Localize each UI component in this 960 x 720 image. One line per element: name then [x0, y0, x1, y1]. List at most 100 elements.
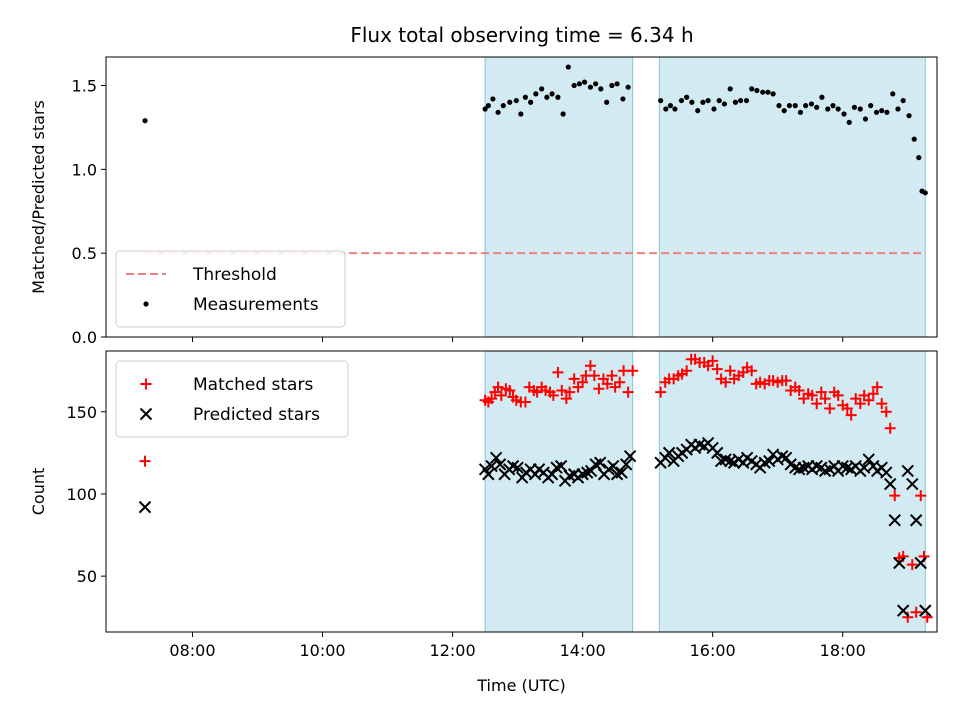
measurements-point	[518, 111, 524, 117]
measurements-point	[587, 84, 594, 90]
matched-stars-point	[906, 559, 918, 571]
measurements-point	[922, 190, 928, 196]
ratio-shaded-intervals	[484, 56, 926, 338]
x-tick-label: 12:00	[430, 641, 476, 660]
matched-stars-point	[552, 366, 564, 378]
legend-label-predicted-stars: Predicted stars	[193, 405, 320, 425]
ratio-panel: 0.0 0.5 1.0 1.5 Matched/Predicted stars Thr…	[29, 56, 938, 347]
measurements-point	[830, 103, 836, 109]
predicted-stars-point	[623, 449, 637, 463]
matched-stars-point	[811, 398, 823, 410]
predicted-stars-point	[901, 464, 914, 478]
matched-stars-point	[824, 403, 836, 415]
predicted-stars-point	[896, 604, 910, 617]
measurements-point	[528, 99, 534, 105]
measurements-point	[544, 94, 550, 100]
measurements-point	[560, 111, 566, 117]
measurements-point	[555, 94, 561, 100]
shaded-interval-0	[484, 350, 634, 633]
count-marks	[138, 353, 933, 623]
ratio-axes-frame	[105, 56, 938, 338]
predicted-stars-point	[138, 500, 152, 514]
measurements-point	[760, 89, 766, 95]
y-tick-label: 0.0	[72, 328, 97, 347]
matched-stars-point	[504, 384, 516, 396]
matched-stars-point	[495, 389, 507, 401]
measurements-point	[598, 86, 604, 92]
predicted-stars-point	[662, 446, 676, 460]
x-tick-label: 08:00	[169, 641, 215, 660]
measurements-point	[814, 104, 820, 110]
predicted-stars-point	[880, 466, 893, 479]
measurements-point	[895, 106, 901, 112]
predicted-stars-point	[914, 556, 927, 570]
legend-box	[115, 360, 349, 438]
measurements-point	[593, 81, 599, 87]
measurements-point	[786, 103, 792, 109]
matched-stars-point	[793, 384, 805, 396]
measurements-point	[738, 97, 744, 104]
predicted-stars-point	[906, 477, 919, 491]
measurements-point	[851, 104, 858, 110]
x-tick-label: 14:00	[560, 641, 606, 660]
measurements-point	[819, 94, 825, 100]
predicted-stars-point	[919, 604, 932, 617]
measurements-point	[672, 106, 678, 112]
matched-stars-point	[889, 490, 901, 502]
measurements-point	[884, 109, 890, 115]
measurements-point	[721, 101, 727, 107]
measurements-point	[695, 108, 701, 114]
measurements-point	[754, 87, 760, 94]
legend-label-measurements: Measurements	[193, 295, 319, 315]
matched-stars-point	[486, 393, 498, 405]
measurements-point	[705, 97, 711, 104]
predicted-stars-point	[511, 461, 524, 474]
measurements-point	[482, 106, 488, 112]
legend-swatch-measurements	[143, 301, 149, 307]
measurements-point	[770, 91, 776, 97]
matched-stars-point	[819, 393, 831, 405]
measurements-point	[868, 103, 874, 109]
measurements-point	[841, 111, 847, 117]
measurements-point	[500, 103, 506, 109]
matched-stars-point	[876, 398, 888, 410]
measurements-point	[781, 108, 787, 114]
time-x-axis-label: Time (UTC)	[476, 676, 565, 695]
predicted-stars-point	[711, 446, 724, 460]
measurements-point	[513, 97, 519, 104]
figure-title-group: Flux total observing time = 6.34 h	[350, 23, 693, 47]
matched-stars-point	[910, 606, 922, 618]
matched-stars-point	[720, 376, 732, 388]
legend-swatch-matched-stars	[140, 378, 152, 390]
measurements-point	[797, 109, 804, 115]
matched-stars-point	[568, 373, 580, 385]
measurements-point	[663, 106, 669, 112]
y-tick-label: 1.5	[72, 77, 97, 96]
measurements-point	[620, 96, 626, 102]
figure-title: Flux total observing time = 6.34 h	[350, 23, 693, 47]
matched-stars-point	[519, 396, 531, 408]
predicted-stars-point	[883, 477, 897, 491]
measurements-point	[743, 97, 750, 104]
x-tick-label: 18:00	[820, 641, 866, 660]
count-panel: 50 100 150 08:00 10:00 12:00 14:00 16:00 18:00 C…	[29, 350, 938, 695]
measurements-point	[808, 101, 815, 107]
predicted-stars-point	[862, 453, 875, 466]
matched-stars-point	[884, 422, 896, 434]
matched-stars-point	[564, 386, 576, 398]
measurements-point	[900, 97, 906, 104]
count-axes-frame	[105, 350, 938, 633]
predicted-stars-point	[779, 451, 793, 465]
measurements-point	[792, 103, 798, 109]
predicted-stars-point	[615, 466, 628, 479]
measurements-point	[609, 82, 615, 89]
y-tick-label: 150	[66, 403, 97, 422]
measurements-point	[846, 119, 852, 125]
measurements-point	[732, 99, 739, 105]
matched-stars-point	[492, 381, 504, 393]
measurements-point	[776, 103, 782, 109]
predicted-stars-point	[606, 459, 620, 473]
measurements-point	[857, 106, 863, 112]
matched-stars-point	[584, 360, 596, 372]
measurements-point	[727, 86, 733, 92]
